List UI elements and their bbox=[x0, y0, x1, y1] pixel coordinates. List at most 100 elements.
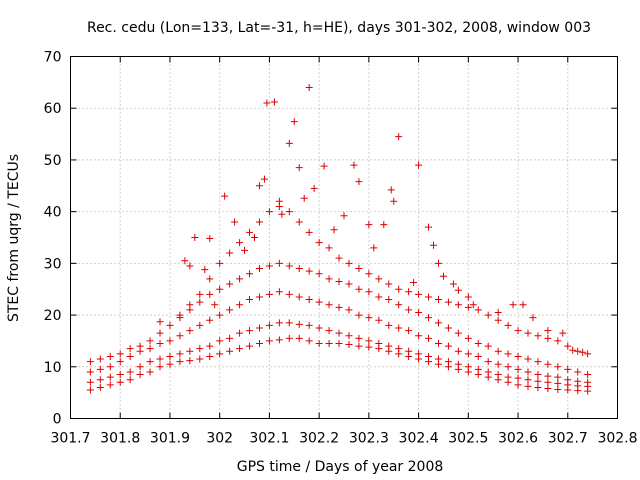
data-point bbox=[137, 343, 144, 350]
data-point bbox=[584, 350, 591, 357]
data-point bbox=[251, 234, 258, 241]
data-point bbox=[544, 327, 551, 334]
data-point bbox=[435, 260, 442, 267]
x-axis-label: GPS time / Days of year 2008 bbox=[237, 459, 444, 475]
data-point bbox=[127, 376, 134, 383]
data-point bbox=[306, 229, 313, 236]
data-point bbox=[321, 163, 328, 170]
x-tick-label: 302 bbox=[206, 431, 233, 447]
data-point bbox=[515, 327, 522, 334]
data-point bbox=[445, 343, 452, 350]
data-point bbox=[515, 366, 522, 373]
data-point bbox=[455, 361, 462, 368]
data-point bbox=[176, 332, 183, 339]
data-point bbox=[495, 317, 502, 324]
x-tick-label: 302.7 bbox=[548, 431, 588, 447]
y-tick-labels: 0 10 20 30 40 50 60 70 bbox=[44, 50, 62, 428]
data-point bbox=[326, 340, 333, 347]
data-point bbox=[306, 84, 313, 91]
data-point bbox=[395, 325, 402, 332]
data-point bbox=[316, 299, 323, 306]
data-point bbox=[236, 239, 243, 246]
data-point bbox=[510, 301, 517, 308]
data-point bbox=[465, 363, 472, 370]
data-point bbox=[276, 260, 283, 267]
data-point bbox=[534, 378, 541, 385]
data-point bbox=[534, 332, 541, 339]
y-tick-label: 20 bbox=[44, 308, 62, 324]
data-point bbox=[395, 345, 402, 352]
data-point bbox=[534, 358, 541, 365]
data-point bbox=[147, 358, 154, 365]
data-point bbox=[365, 221, 372, 228]
data-point bbox=[445, 358, 452, 365]
data-point bbox=[584, 371, 591, 378]
data-point bbox=[196, 291, 203, 298]
data-point bbox=[445, 299, 452, 306]
x-tick-labels: 301.7 301.8 301.9 302 302.1 302.2 302.3 302.4 30… bbox=[50, 431, 637, 447]
data-point bbox=[405, 288, 412, 295]
data-point bbox=[107, 363, 114, 370]
data-point bbox=[425, 335, 432, 342]
data-point bbox=[196, 299, 203, 306]
data-point bbox=[569, 347, 576, 354]
data-point bbox=[157, 330, 164, 337]
data-point bbox=[326, 301, 333, 308]
x-tick-label: 302.8 bbox=[597, 431, 637, 447]
x-tick-label: 301.9 bbox=[150, 431, 190, 447]
data-point bbox=[520, 301, 527, 308]
data-point bbox=[157, 318, 164, 325]
data-point bbox=[415, 350, 422, 357]
data-point bbox=[286, 335, 293, 342]
data-point bbox=[564, 366, 571, 373]
data-point bbox=[196, 356, 203, 363]
data-point bbox=[475, 366, 482, 373]
data-point bbox=[236, 345, 243, 352]
data-point bbox=[296, 335, 303, 342]
data-point bbox=[534, 384, 541, 391]
y-tick-label: 0 bbox=[53, 412, 62, 428]
data-point bbox=[515, 375, 522, 382]
data-point bbox=[380, 221, 387, 228]
data-point bbox=[157, 340, 164, 347]
data-point bbox=[524, 383, 531, 390]
data-point bbox=[246, 229, 253, 236]
data-point bbox=[117, 371, 124, 378]
data-point bbox=[415, 291, 422, 298]
data-point bbox=[296, 321, 303, 328]
data-point bbox=[395, 133, 402, 140]
data-point bbox=[544, 361, 551, 368]
axis-ticks bbox=[71, 57, 618, 419]
x-tick-label: 302.2 bbox=[299, 431, 339, 447]
data-point bbox=[495, 309, 502, 316]
data-point bbox=[475, 340, 482, 347]
data-point bbox=[345, 306, 352, 313]
data-point bbox=[326, 275, 333, 282]
data-point bbox=[117, 358, 124, 365]
data-point bbox=[544, 379, 551, 386]
data-point bbox=[226, 335, 233, 342]
data-point bbox=[336, 340, 343, 347]
data-point bbox=[385, 322, 392, 329]
data-point bbox=[450, 281, 457, 288]
data-point bbox=[216, 337, 223, 344]
data-point bbox=[87, 368, 94, 375]
data-point bbox=[425, 224, 432, 231]
x-tick-label: 302.3 bbox=[349, 431, 389, 447]
data-point bbox=[147, 345, 154, 352]
data-point bbox=[465, 350, 472, 357]
data-point bbox=[206, 275, 213, 282]
chart-title: Rec. cedu (Lon=133, Lat=-31, h=HE), days… bbox=[87, 20, 591, 36]
data-point bbox=[226, 348, 233, 355]
data-point bbox=[425, 353, 432, 360]
x-tick-label: 301.7 bbox=[50, 431, 90, 447]
data-point bbox=[524, 356, 531, 363]
data-point bbox=[107, 381, 114, 388]
data-point bbox=[365, 288, 372, 295]
data-point bbox=[465, 293, 472, 300]
data-point bbox=[166, 361, 173, 368]
data-point bbox=[579, 349, 586, 356]
data-point bbox=[301, 195, 308, 202]
data-point bbox=[216, 260, 223, 267]
data-point bbox=[345, 341, 352, 348]
